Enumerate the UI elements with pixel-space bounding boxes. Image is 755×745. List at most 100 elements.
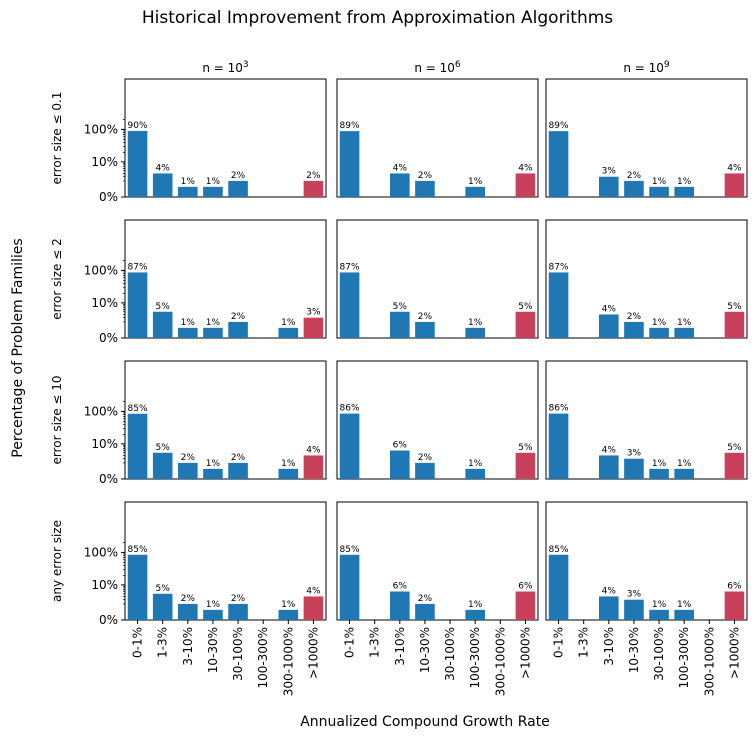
bar-value-label: 4% <box>727 163 742 173</box>
bar <box>339 131 360 197</box>
panel-frame <box>336 78 539 198</box>
column-header: n = 103 <box>202 60 248 75</box>
bar-value-label: 1% <box>206 318 221 328</box>
x-tick-label: 300-1000% <box>493 627 507 696</box>
bar-value-label: 1% <box>206 177 221 187</box>
bar <box>178 603 198 620</box>
bar <box>152 452 173 479</box>
y-tick-label: 10% <box>91 437 118 451</box>
bar <box>599 314 619 338</box>
bar-value-label: 1% <box>468 600 483 610</box>
bar <box>465 186 485 197</box>
bar-value-label: 1% <box>652 600 667 610</box>
x-tick-label: 100-300% <box>468 627 482 689</box>
bar <box>127 554 148 620</box>
row-label: any error size <box>50 520 64 602</box>
bar-value-label: 1% <box>206 600 221 610</box>
bar-value-label: 1% <box>281 459 296 469</box>
bar <box>415 462 435 479</box>
bar-value-label: 85% <box>128 545 148 555</box>
bar <box>515 311 536 338</box>
bar-value-label: 1% <box>281 600 296 610</box>
bar-value-label: 5% <box>518 302 533 312</box>
panel-frame <box>545 78 748 198</box>
bar-value-label: 5% <box>727 443 742 453</box>
x-tick-label: 3-10% <box>181 627 195 666</box>
y-tick-label: 0% <box>99 190 118 204</box>
bar <box>178 462 198 479</box>
bar-value-label: 90% <box>128 121 148 131</box>
bar-value-label: 2% <box>627 171 642 181</box>
bar <box>465 327 485 338</box>
y-tick-label: 10% <box>91 155 118 169</box>
bar-value-label: 1% <box>677 177 692 187</box>
bar <box>415 603 435 620</box>
bar <box>649 327 669 338</box>
bar <box>203 609 223 620</box>
bar-value-label: 5% <box>518 443 533 453</box>
bar <box>415 321 435 338</box>
bar-value-label: 2% <box>627 312 642 322</box>
bar-value-label: 5% <box>393 302 408 312</box>
bar <box>178 186 198 197</box>
bar <box>548 413 569 479</box>
x-tick-label: >1000% <box>306 627 320 679</box>
bar-value-label: 4% <box>306 586 321 596</box>
row-label: error size ≤ 0.1 <box>50 92 64 185</box>
y-tick-label: 100% <box>84 263 118 277</box>
panel-frame <box>545 219 748 339</box>
y-tick-label: 0% <box>99 472 118 486</box>
bar <box>303 596 324 620</box>
bar <box>515 173 536 197</box>
bar-value-label: 6% <box>393 441 408 451</box>
bar-value-label: 5% <box>156 443 171 453</box>
bar <box>724 591 745 620</box>
bar <box>649 468 669 479</box>
bar <box>724 173 745 197</box>
bar-value-label: 86% <box>549 404 569 414</box>
panel-frame <box>124 360 327 480</box>
x-tick-label: 100-300% <box>256 627 270 689</box>
x-tick-label: 30-100% <box>652 627 666 681</box>
bar-value-label: 4% <box>306 445 321 455</box>
bar-value-label: 2% <box>231 171 246 181</box>
bar <box>303 317 324 338</box>
bar <box>303 455 324 479</box>
bar <box>278 468 299 479</box>
x-axis-label: Annualized Compound Growth Rate <box>300 714 550 730</box>
panel-frame <box>336 360 539 480</box>
bar-value-label: 4% <box>393 163 408 173</box>
x-tick-label: 10-30% <box>627 627 641 673</box>
x-tick-label: >1000% <box>727 627 741 679</box>
y-tick-label: 100% <box>84 545 118 559</box>
bar-value-label: 2% <box>231 312 246 322</box>
x-tick-label: 300-1000% <box>281 627 295 696</box>
bar <box>127 413 148 479</box>
x-tick-label: 30-100% <box>231 627 245 681</box>
bar-value-label: 1% <box>652 177 667 187</box>
bar <box>515 452 536 479</box>
bar <box>203 468 223 479</box>
bar-value-label: 85% <box>549 545 569 555</box>
bar <box>599 455 619 479</box>
bar-value-label: 85% <box>128 404 148 414</box>
x-tick-label: 3-10% <box>602 627 616 666</box>
bar-value-label: 1% <box>677 318 692 328</box>
bar <box>415 180 435 197</box>
bar <box>228 462 248 479</box>
bar <box>278 609 299 620</box>
bar <box>228 180 248 197</box>
bar-value-label: 5% <box>156 302 171 312</box>
bar-value-label: 4% <box>156 163 171 173</box>
bar-value-label: 2% <box>231 453 246 463</box>
x-tick-label: 0-1% <box>343 627 357 658</box>
bar <box>127 272 148 338</box>
bar <box>339 413 360 479</box>
bar-value-label: 2% <box>306 171 321 181</box>
bar-value-label: 87% <box>128 262 148 272</box>
bar-value-label: 6% <box>518 582 533 592</box>
bar <box>674 186 694 197</box>
bar-value-label: 1% <box>206 459 221 469</box>
bar <box>390 311 410 338</box>
